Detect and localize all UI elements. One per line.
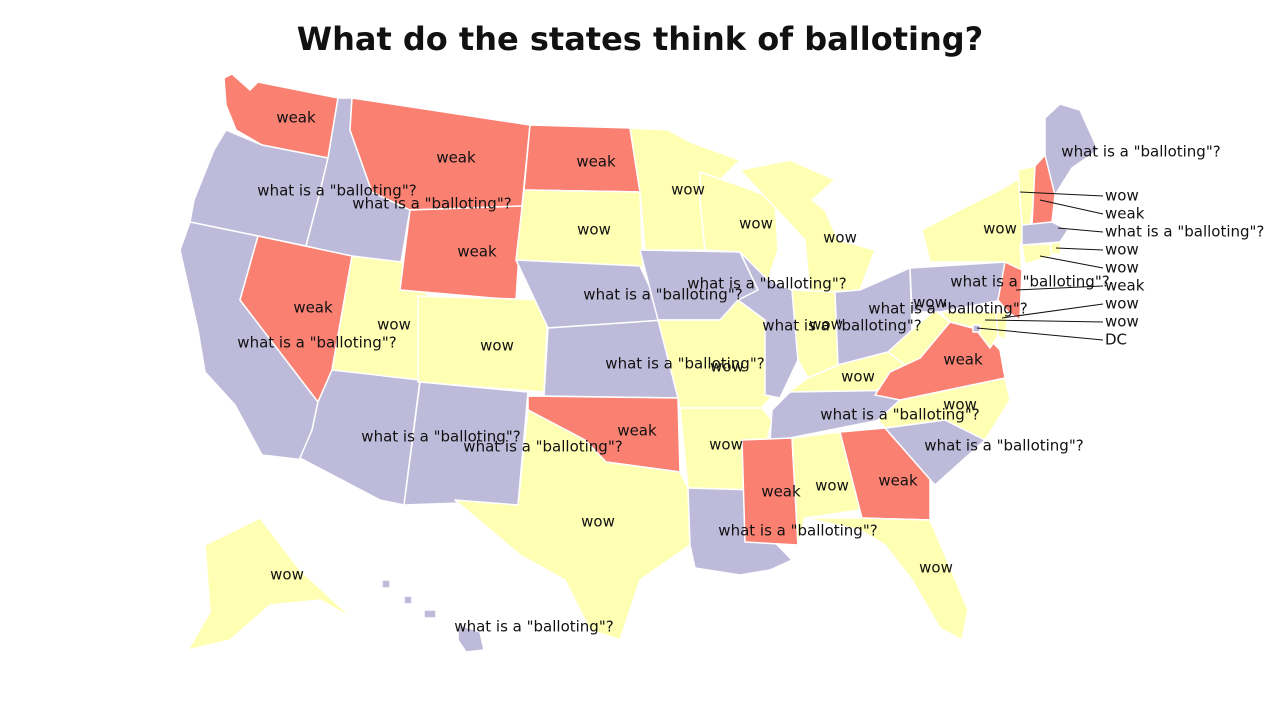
state-label-ar: wow xyxy=(709,436,743,454)
state-ga xyxy=(839,427,931,521)
state-shapes xyxy=(179,73,1099,653)
state-label-ny: wow xyxy=(983,220,1017,238)
state-wv xyxy=(887,309,951,373)
state-label-vt: wow xyxy=(1105,187,1139,205)
state-label-mn: wow xyxy=(671,181,705,199)
state-label-dc: DC xyxy=(1105,331,1127,349)
state-label-ne: what is a "balloting"? xyxy=(583,286,742,304)
callout-line-de xyxy=(1001,303,1104,319)
state-label-mi: wow xyxy=(823,229,857,247)
state-label-az: what is a "balloting"? xyxy=(361,428,520,446)
callout-line-dc xyxy=(976,327,1104,341)
callout-line-vt xyxy=(1019,191,1104,197)
state-label-nd: weak xyxy=(576,153,616,171)
callout-line-ri xyxy=(1055,247,1104,251)
state-label-de: wow xyxy=(1105,295,1139,313)
callout-line-ma xyxy=(1057,227,1104,233)
state-label-ma: what is a "balloting"? xyxy=(1105,223,1264,241)
state-label-pa: what is a "balloting"? xyxy=(950,273,1109,291)
state-label-tn: what is a "balloting"? xyxy=(820,406,979,424)
state-label-co: wow xyxy=(480,337,514,355)
state-label-wi: wow xyxy=(739,215,773,233)
state-label-nm: what is a "balloting"? xyxy=(463,438,622,456)
state-label-ut: wow xyxy=(377,316,411,334)
state-label-wy: weak xyxy=(457,243,497,261)
state-label-ms: weak xyxy=(761,483,801,501)
state-al xyxy=(791,431,861,546)
state-ct xyxy=(1021,243,1053,265)
state-label-md: wow xyxy=(1105,313,1139,331)
state-label-ok: weak xyxy=(617,422,657,440)
map-title: What do the states think of balloting? xyxy=(296,20,984,58)
state-label-ca: what is a "balloting"? xyxy=(237,334,396,352)
state-label-or: what is a "balloting"? xyxy=(257,182,416,200)
state-tx xyxy=(454,409,691,641)
state-label-ia: what is a "balloting"? xyxy=(687,275,846,293)
state-ak xyxy=(187,517,353,651)
callout-lines xyxy=(976,191,1104,341)
state-label-ks: what is a "balloting"? xyxy=(605,355,764,373)
state-label-wa: weak xyxy=(276,109,316,127)
state-il xyxy=(737,251,799,399)
state-label-va: weak xyxy=(943,351,983,369)
state-label-id: what is a "balloting"? xyxy=(352,195,511,213)
state-ma xyxy=(1021,221,1069,246)
state-label-wv: wow xyxy=(913,294,947,312)
state-label-hi: what is a "balloting"? xyxy=(454,618,613,636)
state-label-fl: wow xyxy=(919,559,953,577)
callout-line-md xyxy=(984,319,1104,323)
state-label-tx: wow xyxy=(581,513,615,531)
state-label-sd: wow xyxy=(577,221,611,239)
state-label-mt: weak xyxy=(436,149,476,167)
state-fl xyxy=(804,517,969,641)
state-label-la: what is a "balloting"? xyxy=(718,522,877,540)
state-mi xyxy=(739,159,876,296)
state-label-ky: wow xyxy=(841,368,875,386)
callout-line-ct xyxy=(1039,255,1104,269)
state-label-sc: what is a "balloting"? xyxy=(924,437,1083,455)
state-pa xyxy=(909,261,1013,313)
state-label-me: what is a "balloting"? xyxy=(1061,143,1220,161)
state-hi xyxy=(381,579,485,653)
state-label-oh: what is a "balloting"? xyxy=(868,300,1027,318)
state-md xyxy=(939,311,999,349)
state-label-nh: weak xyxy=(1105,205,1145,223)
state-label-nj: weak xyxy=(1105,277,1145,295)
state-dc xyxy=(972,324,981,333)
state-label-nv: weak xyxy=(293,299,333,317)
state-label-in: wow xyxy=(809,316,843,334)
state-label-ak: wow xyxy=(270,566,304,584)
state-label-mo: wow xyxy=(710,358,744,376)
state-label-ri: wow xyxy=(1105,241,1139,259)
callout-line-nj xyxy=(1015,285,1104,291)
callout-line-nh xyxy=(1039,199,1104,215)
state-label-ct: wow xyxy=(1105,259,1139,277)
state-label-il: what is a "balloting"? xyxy=(762,317,921,335)
state-nh xyxy=(1031,154,1056,226)
state-label-al: wow xyxy=(815,477,849,495)
state-label-nc: wow xyxy=(943,396,977,414)
state-label-ga: weak xyxy=(878,472,918,490)
